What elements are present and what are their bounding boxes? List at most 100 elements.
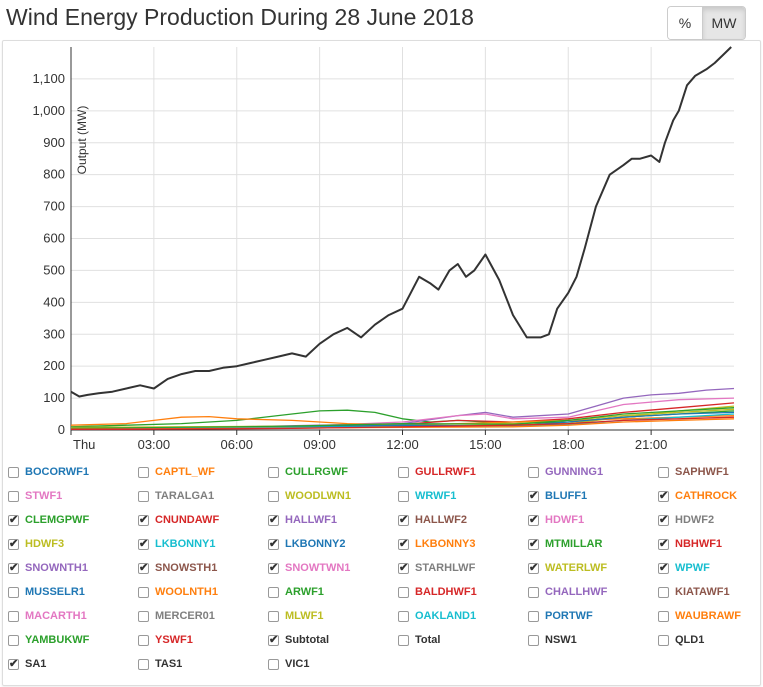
legend-checkbox[interactable] [138, 586, 149, 598]
legend-item-oakland1[interactable]: OAKLAND1 [398, 610, 476, 622]
legend-checkbox[interactable] [8, 466, 19, 478]
legend-item-qld1[interactable]: QLD1 [658, 634, 704, 646]
legend-item-cullrgwf[interactable]: CULLRGWF [268, 466, 348, 478]
legend-checkbox[interactable] [268, 561, 279, 574]
legend-item-lkbonny2[interactable]: LKBONNY2 [268, 537, 346, 550]
legend-item-snownth1[interactable]: SNOWNTH1 [8, 561, 88, 574]
legend-checkbox[interactable] [8, 610, 19, 622]
legend-item-woolnth1[interactable]: WOOLNTH1 [138, 586, 218, 598]
legend-checkbox[interactable] [268, 610, 279, 622]
legend-item-hallwf1[interactable]: HALLWF1 [268, 513, 337, 526]
legend-checkbox[interactable] [658, 561, 669, 574]
legend-item-lkbonny1[interactable]: LKBONNY1 [138, 537, 216, 550]
legend-item-taralga1[interactable]: TARALGA1 [138, 490, 214, 502]
legend-item-tas1[interactable]: TAS1 [138, 658, 182, 670]
legend-checkbox[interactable] [658, 466, 669, 478]
legend-checkbox[interactable] [8, 513, 19, 526]
legend-item-gunning1[interactable]: GUNNING1 [528, 466, 603, 478]
legend-item-clemgpwf[interactable]: CLEMGPWF [8, 513, 89, 526]
legend-checkbox[interactable] [398, 490, 409, 502]
legend-item-sa1[interactable]: SA1 [8, 657, 46, 670]
legend-checkbox[interactable] [528, 489, 539, 502]
legend-checkbox[interactable] [658, 586, 669, 598]
legend-checkbox[interactable] [528, 466, 539, 478]
legend-item-stwf1[interactable]: STWF1 [8, 490, 62, 502]
legend-checkbox[interactable] [268, 537, 279, 550]
legend-checkbox[interactable] [658, 634, 669, 646]
legend-checkbox[interactable] [268, 633, 279, 646]
legend-item-nbhwf1[interactable]: NBHWF1 [658, 537, 722, 550]
legend-item-saphwf1[interactable]: SAPHWF1 [658, 466, 729, 478]
legend-item-hdwf3[interactable]: HDWF3 [8, 537, 64, 550]
legend-item-musselr1[interactable]: MUSSELR1 [8, 586, 85, 598]
legend-checkbox[interactable] [268, 513, 279, 526]
legend-checkbox[interactable] [658, 537, 669, 550]
legend-checkbox[interactable] [528, 561, 539, 574]
legend-item-portwf[interactable]: PORTWF [528, 610, 593, 622]
legend-checkbox[interactable] [658, 489, 669, 502]
legend-checkbox[interactable] [398, 634, 409, 646]
legend-checkbox[interactable] [138, 658, 149, 670]
legend-item-snowsth1[interactable]: SNOWSTH1 [138, 561, 217, 574]
legend-checkbox[interactable] [138, 610, 149, 622]
legend-checkbox[interactable] [8, 634, 19, 646]
legend-item-wpwf[interactable]: WPWF [658, 561, 710, 574]
legend-checkbox[interactable] [268, 490, 279, 502]
legend-item-gullrwf1[interactable]: GULLRWF1 [398, 466, 476, 478]
legend-item-mlwf1[interactable]: MLWF1 [268, 610, 324, 622]
legend-item-hdwf2[interactable]: HDWF2 [658, 513, 714, 526]
legend-checkbox[interactable] [138, 537, 149, 550]
legend-checkbox[interactable] [138, 466, 149, 478]
legend-checkbox[interactable] [8, 561, 19, 574]
legend-item-subtotal[interactable]: Subtotal [268, 633, 329, 646]
legend-checkbox[interactable] [528, 513, 539, 526]
legend-item-nsw1[interactable]: NSW1 [528, 634, 577, 646]
legend-item-hallwf2[interactable]: HALLWF2 [398, 513, 467, 526]
legend-checkbox[interactable] [268, 466, 279, 478]
legend-checkbox[interactable] [138, 513, 149, 526]
legend-checkbox[interactable] [528, 586, 539, 598]
legend-item-starhlwf[interactable]: STARHLWF [398, 561, 475, 574]
legend-checkbox[interactable] [398, 466, 409, 478]
legend-checkbox[interactable] [528, 537, 539, 550]
legend-checkbox[interactable] [138, 634, 149, 646]
legend-checkbox[interactable] [528, 610, 539, 622]
legend-item-wrwf1[interactable]: WRWF1 [398, 490, 456, 502]
legend-item-arwf1[interactable]: ARWF1 [268, 586, 324, 598]
legend-item-bluff1[interactable]: BLUFF1 [528, 489, 587, 502]
legend-item-yambukwf[interactable]: YAMBUKWF [8, 634, 89, 646]
legend-item-cathrock[interactable]: CATHROCK [658, 489, 737, 502]
legend-checkbox[interactable] [268, 586, 279, 598]
legend-item-baldhwf1[interactable]: BALDHWF1 [398, 586, 477, 598]
legend-item-mtmillar[interactable]: MTMILLAR [528, 537, 602, 550]
legend-item-hdwf1[interactable]: HDWF1 [528, 513, 584, 526]
legend-checkbox[interactable] [398, 610, 409, 622]
legend-item-mercer01[interactable]: MERCER01 [138, 610, 215, 622]
legend-item-snowtwn1[interactable]: SNOWTWN1 [268, 561, 350, 574]
legend-checkbox[interactable] [398, 561, 409, 574]
legend-checkbox[interactable] [658, 610, 669, 622]
legend-item-bocorwf1[interactable]: BOCORWF1 [8, 466, 89, 478]
legend-item-total[interactable]: Total [398, 634, 440, 646]
legend-item-yswf1[interactable]: YSWF1 [138, 634, 193, 646]
legend-checkbox[interactable] [658, 513, 669, 526]
legend-item-waterlwf[interactable]: WATERLWF [528, 561, 607, 574]
legend-item-captl_wf[interactable]: CAPTL_WF [138, 466, 215, 478]
legend-checkbox[interactable] [8, 586, 19, 598]
legend-checkbox[interactable] [8, 657, 19, 670]
legend-item-woodlwn1[interactable]: WOODLWN1 [268, 490, 351, 502]
legend-checkbox[interactable] [398, 586, 409, 598]
legend-checkbox[interactable] [138, 490, 149, 502]
legend-checkbox[interactable] [398, 537, 409, 550]
legend-item-lkbonny3[interactable]: LKBONNY3 [398, 537, 476, 550]
legend-checkbox[interactable] [398, 513, 409, 526]
legend-checkbox[interactable] [268, 658, 279, 670]
legend-item-challhwf[interactable]: CHALLHWF [528, 586, 607, 598]
mw-button[interactable]: MW [703, 7, 745, 39]
legend-checkbox[interactable] [8, 537, 19, 550]
legend-item-vic1[interactable]: VIC1 [268, 658, 309, 670]
legend-item-kiatawf1[interactable]: KIATAWF1 [658, 586, 730, 598]
legend-checkbox[interactable] [8, 490, 19, 502]
legend-item-waubrawf[interactable]: WAUBRAWF [658, 610, 741, 622]
legend-checkbox[interactable] [528, 634, 539, 646]
